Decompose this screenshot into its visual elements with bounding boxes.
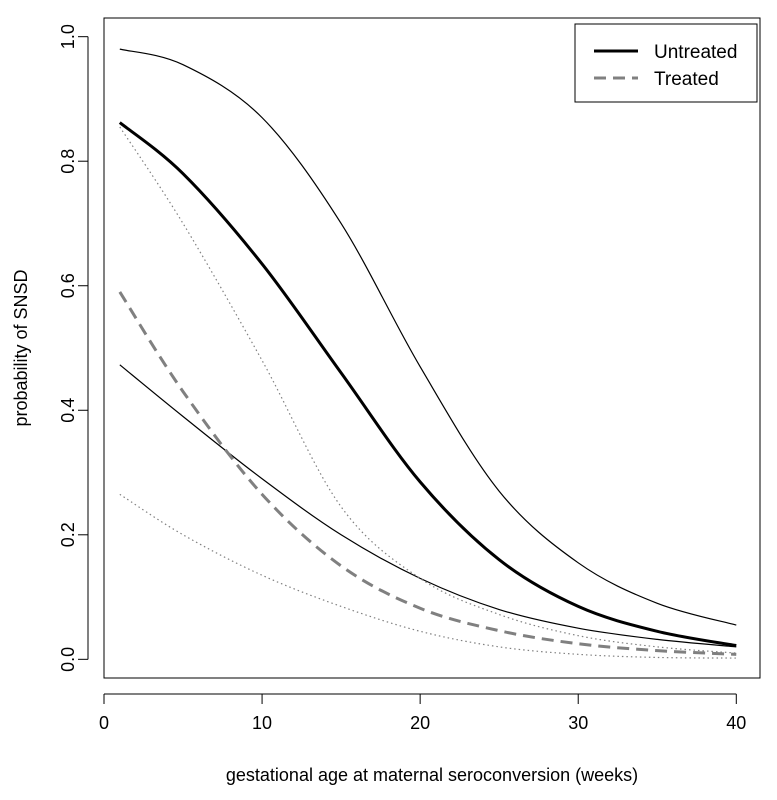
plot-border [103, 17, 761, 679]
legend-label: Untreated [654, 42, 737, 63]
y-tick-label: 0.8 [58, 149, 78, 174]
treated-series [118, 291, 737, 656]
y-tick-label: 1.0 [58, 24, 78, 49]
x-tick-label: 40 [726, 713, 746, 733]
untreated-upper-bound [119, 48, 737, 626]
x-tick-label: 0 [99, 713, 109, 733]
y-tick-label: 0.4 [58, 398, 78, 423]
x-tick-label: 10 [252, 713, 272, 733]
treated-upper-bound [119, 126, 737, 654]
series-layer [118, 48, 737, 659]
y-tick-label: 0.2 [58, 522, 78, 547]
untreated-lower-bound [119, 364, 737, 648]
y-tick-label: 0.0 [58, 647, 78, 672]
legend-label: Treated [654, 69, 719, 90]
x-tick-label: 20 [410, 713, 430, 733]
plot-area [103, 17, 761, 679]
legend-box [574, 23, 758, 103]
y-tick-label: 0.6 [58, 273, 78, 298]
untreated-series [118, 121, 737, 648]
treated-lower-bound [119, 493, 737, 659]
axis-ticks: 0 10 20 30 40 0.0 0.2 0.4 0.6 0.8 1.0 [58, 24, 746, 733]
x-axis-label: gestational age at maternal seroconversi… [226, 765, 638, 785]
legend: Untreated Treated [574, 23, 758, 103]
x-tick-label: 30 [568, 713, 588, 733]
y-axis-label: probability of SNSD [11, 269, 31, 426]
